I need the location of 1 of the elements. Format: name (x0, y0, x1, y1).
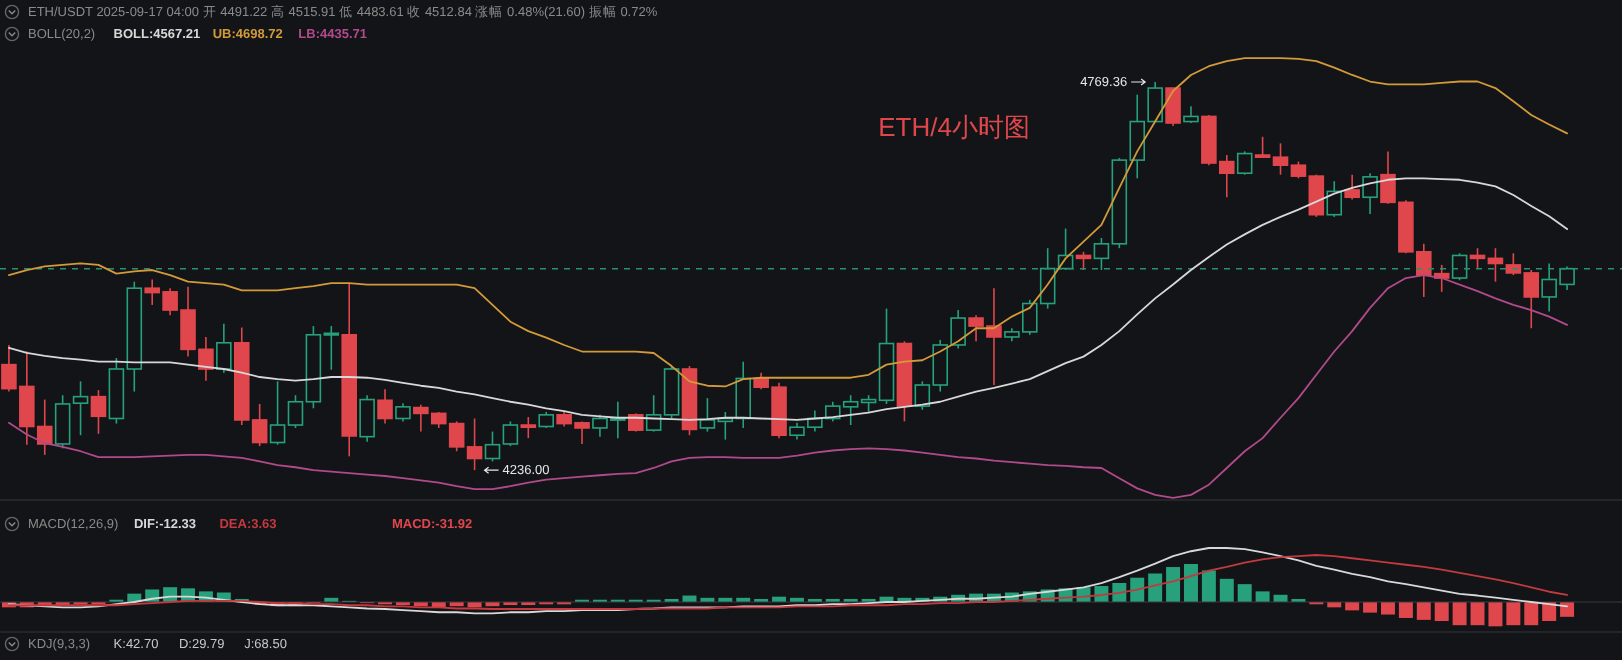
text: ETH/4小时图 (878, 112, 1030, 142)
